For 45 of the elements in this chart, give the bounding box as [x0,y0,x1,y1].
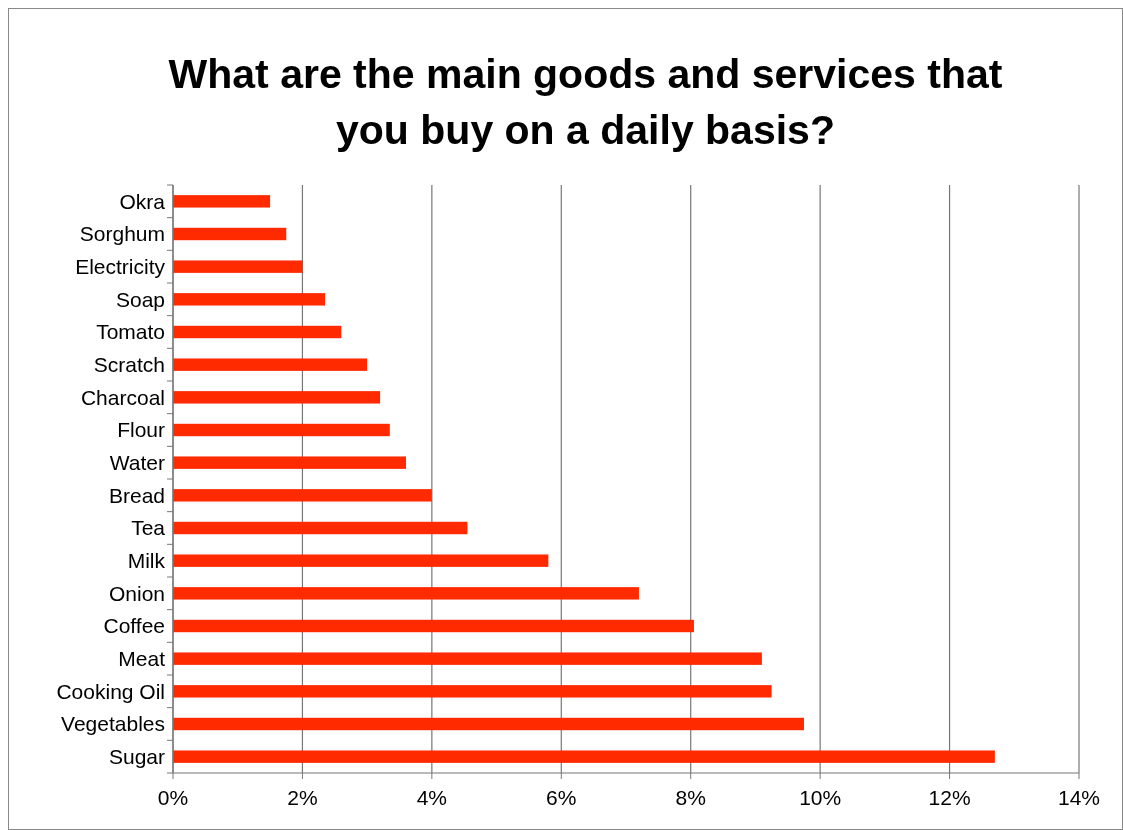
x-tick-label: 14% [1057,786,1101,809]
y-tick-label: Water [109,451,165,475]
bar [173,391,381,404]
y-tick-label: Tomato [96,320,165,344]
x-tick-label: 4% [416,786,448,809]
y-tick-label: Charcoal [80,385,165,409]
bar [173,325,342,339]
bar [173,227,287,241]
bar [173,195,271,208]
x-tick-label: 12% [928,786,971,809]
bar [173,587,639,600]
x-tick-label: 6% [546,786,577,809]
bar [173,260,303,273]
bar [173,489,432,502]
x-tick-label: 2% [287,786,318,809]
x-tick-label: 8% [675,786,706,809]
y-tick-label: Milk [127,549,166,573]
bar [173,619,694,633]
bar [173,717,804,731]
y-tick-label: Flour [117,418,165,442]
bar [173,652,762,665]
y-tick-label: Vegetables [61,712,165,736]
x-tick-label: 10% [799,786,842,809]
bar [173,423,390,437]
y-tick-label: Tea [131,516,166,540]
bar [173,456,406,469]
x-tick-label: 0% [157,786,189,809]
chart-title: What are the main goods and services that you buy on a daily basis? [168,51,1003,153]
bar [173,358,368,371]
bar [173,521,468,535]
y-tick-label: Coffee [103,614,165,638]
bar [173,554,549,567]
y-tick-label: Bread [108,483,165,507]
y-tick-label: Sorghum [79,222,165,246]
y-tick-label: Meat [118,647,166,671]
y-tick-label: Sugar [108,745,165,769]
y-tick-label: Onion [108,581,165,605]
bar [173,293,326,306]
bar [173,685,772,698]
y-tick-label: Scratch [93,353,165,377]
y-tick-label: Soap [115,287,165,311]
y-tick-label: Electricity [75,255,166,279]
y-tick-label: Okra [119,189,166,213]
y-tick-label: Cooking Oil [56,679,165,703]
bar [173,750,995,763]
